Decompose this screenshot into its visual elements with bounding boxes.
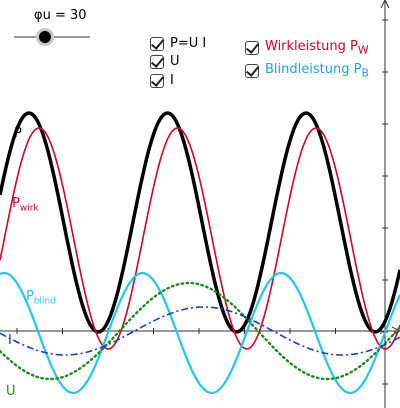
curve-pblind [0,271,400,395]
curves [0,111,400,395]
checkbox-label: U [170,54,180,69]
label-pblind: Pblind [26,289,56,307]
checkbox-wirkleistung[interactable]: Wirkleistung PW [245,39,369,57]
label-pwirk: Pwirk [12,196,39,214]
checkbox-box[interactable] [150,36,164,51]
curve-pwirk [0,127,400,350]
checkbox-i[interactable]: I [150,73,174,88]
slider-track[interactable] [14,36,90,38]
y-axis-arrow [380,0,390,9]
label-p: P [14,126,22,141]
checkbox-box[interactable] [150,54,164,69]
checkbox-box[interactable] [245,40,259,55]
curve-p [0,111,400,334]
checkbox-label: Blindleistung PB [265,62,369,80]
slider-knob[interactable] [39,31,51,43]
checkbox-label: I [170,73,174,88]
label-u: U [6,384,16,399]
checkbox-p-ui[interactable]: P=U I [150,36,206,51]
x-axis-arrow [391,326,400,336]
label-i: I [8,333,12,348]
checkbox-box[interactable] [150,73,164,88]
checkbox-u[interactable]: U [150,54,180,69]
slider-label: φu = 30 [34,8,87,23]
curve-i [0,306,400,356]
checkbox-label: Wirkleistung PW [265,39,369,57]
checkbox-label: P=U I [170,36,207,51]
phase-slider[interactable]: φu = 30 [10,6,100,46]
checkbox-box[interactable] [245,63,259,78]
curve-u [0,281,400,381]
checkbox-blindleistung[interactable]: Blindleistung PB [245,62,369,80]
